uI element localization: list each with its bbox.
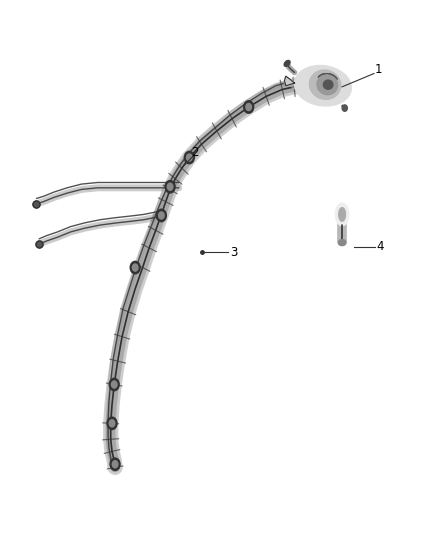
Circle shape [106,416,118,430]
Ellipse shape [295,66,351,106]
Circle shape [245,103,252,111]
Ellipse shape [336,203,349,225]
Ellipse shape [283,60,291,67]
Circle shape [158,211,165,220]
Text: 3: 3 [230,246,238,259]
Ellipse shape [323,79,334,90]
Circle shape [155,208,167,222]
Circle shape [132,263,139,272]
Circle shape [186,154,193,162]
Circle shape [184,151,195,165]
Ellipse shape [317,75,338,95]
Circle shape [110,457,121,471]
Circle shape [166,182,173,191]
Ellipse shape [309,70,341,99]
Ellipse shape [339,207,346,221]
Polygon shape [285,76,294,86]
Text: 1: 1 [374,63,382,76]
Circle shape [243,100,254,114]
Circle shape [130,261,141,274]
Circle shape [342,105,347,111]
Circle shape [109,419,116,427]
Circle shape [164,180,176,193]
Circle shape [111,380,118,389]
Text: 4: 4 [377,240,384,253]
Circle shape [109,377,120,391]
Circle shape [112,460,119,469]
Ellipse shape [338,239,346,246]
Text: 2: 2 [191,146,199,159]
